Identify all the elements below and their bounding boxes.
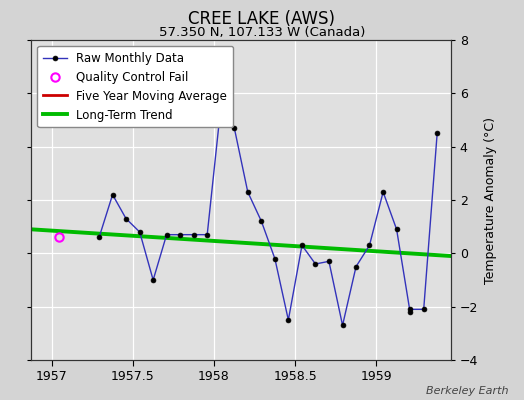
Raw Monthly Data: [312, 262, 319, 266]
Raw Monthly Data: [394, 227, 400, 232]
Legend: Raw Monthly Data, Quality Control Fail, Five Year Moving Average, Long-Term Tren: Raw Monthly Data, Quality Control Fail, …: [37, 46, 233, 128]
Raw Monthly Data: [285, 318, 291, 322]
Raw Monthly Data: [434, 131, 440, 136]
Raw Monthly Data: [163, 232, 170, 237]
Raw Monthly Data: [110, 192, 116, 197]
Text: Berkeley Earth: Berkeley Earth: [426, 386, 508, 396]
Raw Monthly Data: [272, 256, 278, 261]
Raw Monthly Data: [366, 243, 373, 248]
Raw Monthly Data: [353, 264, 359, 269]
Raw Monthly Data: [245, 190, 251, 194]
Raw Monthly Data: [380, 190, 386, 194]
Raw Monthly Data: [137, 230, 143, 234]
Raw Monthly Data: [177, 232, 183, 237]
Raw Monthly Data: [96, 235, 102, 240]
Y-axis label: Temperature Anomaly (°C): Temperature Anomaly (°C): [484, 116, 497, 284]
Raw Monthly Data: [407, 307, 413, 312]
Raw Monthly Data: [191, 232, 197, 237]
Raw Monthly Data: [204, 232, 210, 237]
Text: CREE LAKE (AWS): CREE LAKE (AWS): [189, 10, 335, 28]
Raw Monthly Data: [123, 216, 129, 221]
Line: Raw Monthly Data: Raw Monthly Data: [97, 104, 440, 328]
Raw Monthly Data: [326, 259, 332, 264]
Raw Monthly Data: [421, 307, 427, 312]
Raw Monthly Data: [150, 278, 156, 282]
Raw Monthly Data: [217, 104, 224, 109]
Raw Monthly Data: [231, 126, 237, 130]
Raw Monthly Data: [299, 243, 305, 248]
Raw Monthly Data: [258, 219, 265, 224]
Text: 57.350 N, 107.133 W (Canada): 57.350 N, 107.133 W (Canada): [159, 26, 365, 39]
Raw Monthly Data: [407, 310, 413, 314]
Raw Monthly Data: [340, 323, 346, 328]
